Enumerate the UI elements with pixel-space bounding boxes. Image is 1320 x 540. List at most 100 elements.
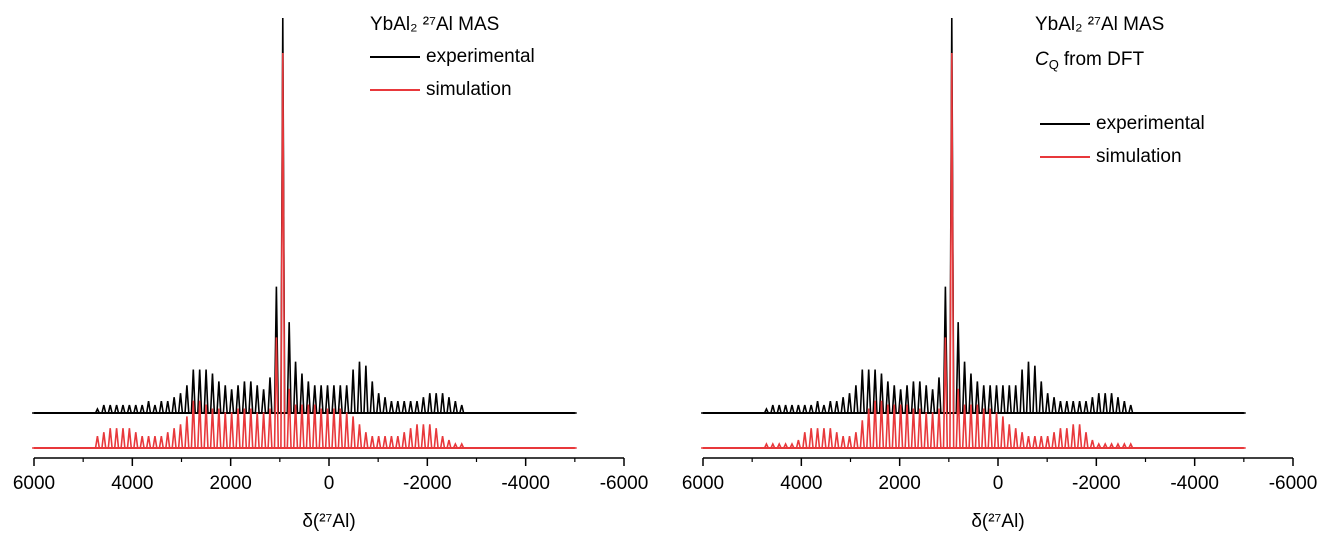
peak: [1076, 424, 1083, 449]
x-tick-label: 2000: [210, 473, 252, 494]
panel: 6000 4000 2000 0 -2000 -4000 -6000 δ(²⁷Al) exper…: [13, 14, 648, 532]
peak: [120, 428, 126, 449]
peak: [420, 424, 427, 449]
peak: [802, 404, 808, 414]
peak: [866, 369, 872, 414]
peak: [827, 401, 834, 414]
x-tick-label: 0: [324, 473, 335, 494]
chart-title: YbAl₂ ²⁷Al MAS: [370, 14, 499, 35]
peak: [337, 385, 343, 414]
peak: [955, 322, 961, 414]
peak: [241, 408, 248, 449]
peak: [814, 401, 821, 414]
peak: [331, 385, 337, 414]
peak: [1006, 424, 1012, 449]
annotation-symbol: C: [1035, 49, 1049, 70]
peak: [1121, 442, 1127, 449]
peak: [94, 407, 101, 414]
peak: [897, 389, 904, 414]
panel: 6000 4000 2000 0 -2000 -4000 -6000 δ(²⁷Al) exper…: [682, 14, 1317, 532]
x-tick-label: 6000: [682, 473, 724, 494]
peak: [1044, 393, 1051, 414]
peak: [369, 381, 375, 414]
peak: [866, 408, 872, 449]
peak: [101, 432, 107, 449]
peak: [885, 404, 891, 449]
peak: [795, 404, 802, 414]
peak: [222, 412, 228, 449]
peak: [145, 436, 152, 449]
peak: [452, 442, 458, 449]
peak: [165, 432, 171, 449]
annotation-subscript: Q: [1049, 57, 1059, 72]
x-tick-label: -6000: [600, 473, 649, 494]
peak: [897, 404, 904, 449]
peak: [305, 404, 312, 449]
peak: [859, 420, 865, 449]
peak: [356, 424, 363, 449]
peak: [254, 385, 260, 414]
legend-label: experimental: [426, 46, 535, 67]
peak: [241, 381, 248, 414]
peak: [107, 404, 113, 414]
peak: [235, 385, 241, 414]
peak: [910, 408, 917, 449]
peak: [427, 393, 433, 414]
peak: [184, 416, 190, 449]
x-tick-label: -4000: [1170, 473, 1219, 494]
peak: [885, 381, 891, 414]
peak: [235, 408, 241, 449]
peak: [152, 404, 158, 414]
peak: [1128, 404, 1134, 414]
x-tick-label: -2000: [1072, 473, 1121, 494]
peak: [292, 404, 299, 449]
peak: [872, 369, 878, 414]
peak: [1115, 397, 1121, 414]
peak: [350, 416, 356, 449]
peak: [350, 369, 356, 414]
peak: [190, 400, 196, 449]
peak: [286, 388, 292, 449]
peak: [763, 407, 770, 414]
peak: [427, 424, 433, 449]
peak: [388, 401, 395, 414]
peak: [789, 404, 795, 414]
peak: [840, 436, 846, 449]
peak: [260, 389, 267, 414]
peak: [1019, 369, 1025, 414]
peak: [324, 408, 331, 449]
peak: [433, 428, 439, 449]
peak: [840, 397, 846, 414]
x-tick-label: 4000: [780, 473, 822, 494]
peak: [891, 404, 897, 449]
peak: [1006, 385, 1012, 414]
peak: [101, 404, 107, 414]
peak: [177, 393, 184, 414]
peak: [923, 385, 929, 414]
peak: [292, 361, 299, 414]
peak: [401, 401, 407, 414]
peak: [145, 401, 152, 414]
peak: [974, 381, 981, 414]
peak: [904, 404, 910, 449]
peak: [433, 393, 439, 414]
peak: [388, 436, 395, 449]
peak: [936, 377, 942, 414]
peak: [878, 400, 885, 449]
peak: [776, 404, 782, 414]
peak: [1019, 432, 1025, 449]
peak: [414, 424, 420, 449]
peak: [395, 436, 401, 449]
peak: [363, 432, 369, 449]
peak: [782, 404, 789, 414]
x-axis-label: δ(²⁷Al): [971, 511, 1024, 532]
peak: [981, 408, 987, 449]
peak: [1051, 397, 1057, 414]
peak: [1000, 385, 1006, 414]
x-tick-label: -2000: [403, 473, 452, 494]
peak: [165, 401, 171, 414]
peak: [420, 397, 427, 414]
peak: [318, 408, 324, 449]
peak: [446, 439, 452, 449]
